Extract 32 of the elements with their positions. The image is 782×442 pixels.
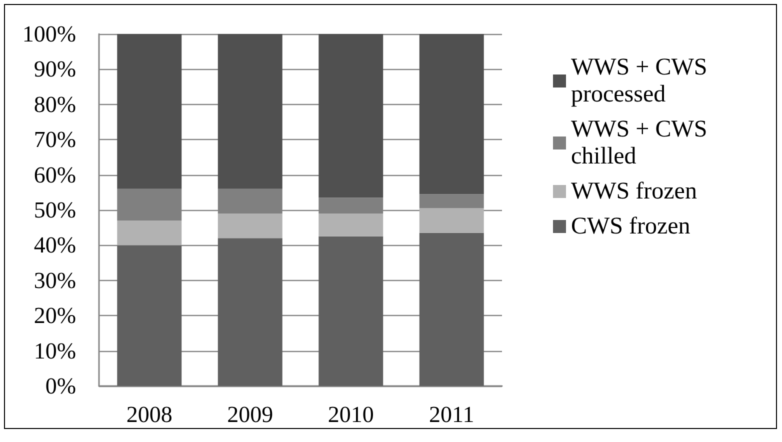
y-tick-label: 10% (34, 338, 76, 364)
x-tick-label: 2008 (126, 402, 172, 427)
bar (218, 238, 282, 386)
bar (117, 34, 182, 189)
y-tick-label: 80% (34, 92, 76, 117)
bar (218, 34, 282, 189)
bar (318, 214, 384, 236)
bar (419, 34, 484, 194)
bar (318, 236, 384, 386)
bar (419, 194, 484, 208)
x-tick-label: 2011 (429, 402, 474, 427)
legend-label: WWS frozen (571, 178, 697, 204)
legend-label: WWS + CWS processed (571, 54, 714, 108)
y-tick-label: 90% (34, 56, 76, 82)
y-tick-label: 100% (22, 22, 76, 46)
bar (218, 214, 282, 238)
legend-label: WWS + CWS chilled (571, 116, 714, 170)
y-tick-label: 20% (34, 303, 76, 328)
y-tick-label: 60% (34, 162, 76, 188)
y-tick-label: 30% (34, 268, 76, 293)
y-tick-label: 0% (45, 374, 76, 398)
bar (419, 232, 484, 386)
bar (318, 34, 384, 198)
y-tick-label: 70% (34, 127, 76, 152)
bar (117, 245, 182, 386)
bar (419, 208, 484, 233)
y-tick-label: 50% (34, 198, 76, 222)
x-tick-label: 2009 (227, 402, 274, 427)
y-tick-label: 40% (34, 232, 76, 258)
legend-label: CWS frozen (571, 214, 690, 240)
bar (117, 220, 182, 246)
x-tick-label: 2010 (328, 402, 374, 427)
